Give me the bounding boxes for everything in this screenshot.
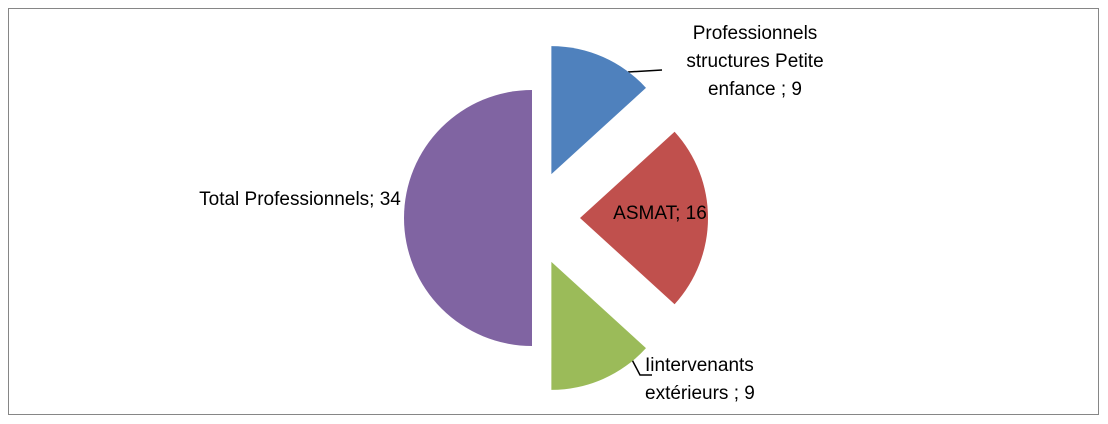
leader-line [627,69,663,73]
data-label: ASMAT; 16 [613,203,707,224]
pie-slice [580,131,708,305]
pie-slice [404,90,532,346]
data-label: Iintervenants extérieurs ; 9 [645,355,755,404]
data-label: Total Professionnels; 34 [199,189,401,210]
data-label: Professionnels structures Petite enfance… [686,23,824,100]
pie-slice [551,46,646,175]
pie-slice [551,261,646,390]
